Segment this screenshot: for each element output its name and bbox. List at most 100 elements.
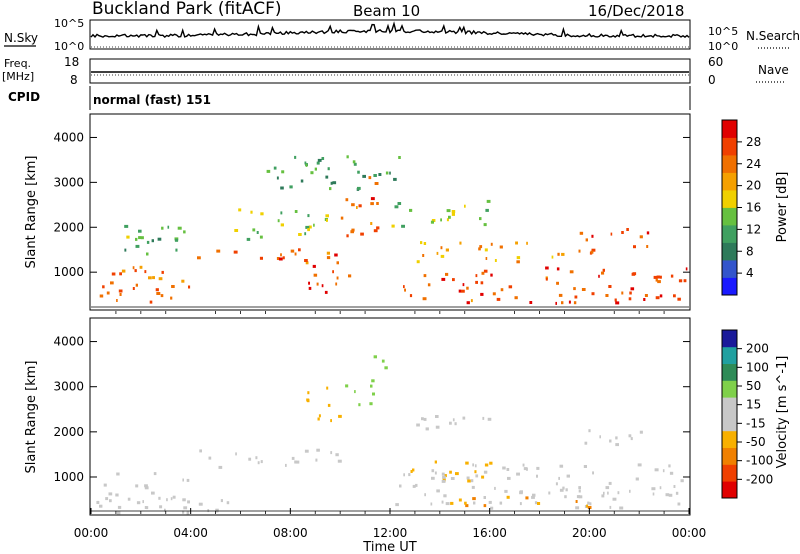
power-cell (160, 294, 164, 298)
velocity-cell (519, 491, 523, 495)
power-cell (304, 232, 307, 236)
power-cell (266, 169, 271, 173)
power-cell (332, 181, 337, 185)
power-cell (460, 289, 465, 293)
velocity-cell (436, 489, 440, 493)
power-cell (99, 294, 104, 298)
velocity-cell (103, 483, 107, 487)
power-cell (152, 276, 155, 280)
power-cell (174, 238, 179, 242)
velocity-cell (416, 423, 420, 427)
power-cell (451, 212, 455, 216)
velocity-cell (525, 496, 529, 500)
power-cell (490, 242, 493, 246)
power-cell (422, 254, 425, 257)
power-cell (280, 211, 283, 215)
power-colorbar-tick-label: 16 (746, 201, 761, 215)
power-cell (161, 226, 164, 230)
power-cell (352, 160, 356, 164)
velocity-cell (435, 425, 440, 429)
velocity-cell (566, 474, 570, 478)
power-cell (602, 268, 605, 272)
power-cell (106, 291, 110, 295)
velocity-cell (619, 506, 624, 510)
power-cell (298, 233, 302, 236)
velocity-cell (207, 509, 210, 513)
power-cell (545, 277, 548, 281)
power-colorbar-tick-label: 24 (746, 157, 761, 171)
velocity-cell (578, 486, 581, 490)
nsky-label: N.Sky (4, 31, 38, 45)
power-cell (216, 249, 221, 253)
power-cell (345, 198, 349, 202)
velocity-colorbar-swatch (722, 380, 737, 398)
velocity-cell (599, 435, 601, 439)
velocity-cell (117, 505, 122, 509)
power-cell (445, 272, 449, 276)
velocity-cell (330, 451, 333, 455)
power-colorbar-swatch (722, 155, 737, 173)
velocity-cell (450, 477, 455, 480)
velocity-colorbar-tick-label: -100 (746, 454, 773, 468)
power-colorbar: 4 8 12 16 20 24 28 (721, 119, 761, 296)
velocity-cell (652, 492, 655, 496)
power-cell (171, 285, 175, 288)
power-colorbar-swatch (722, 172, 737, 191)
velocity-cell (109, 499, 112, 503)
power-cell (110, 281, 114, 285)
velocity-cell (615, 443, 619, 447)
velocity-cell (576, 495, 581, 499)
velocity-cell (609, 439, 612, 443)
power-cell (466, 286, 469, 290)
power-cell (445, 248, 449, 252)
velocity-cell (531, 495, 535, 499)
velocity-ytick-label: 4000 (53, 335, 84, 349)
velocity-ylabel: Slant Range [km] (24, 361, 39, 474)
velocity-colorbar-swatch (722, 464, 737, 482)
power-cell (346, 155, 349, 159)
power-cell (605, 294, 609, 297)
velocity-cell (578, 489, 581, 493)
power-cell (141, 236, 144, 240)
velocity-cell (166, 498, 168, 502)
time-tick-label: 04:00 (173, 526, 208, 540)
velocity-cell (534, 501, 538, 505)
power-cell (615, 301, 620, 305)
power-cell (389, 171, 391, 175)
freq-tick-top: 18 (64, 55, 79, 69)
power-cell (573, 287, 576, 291)
power-cell (305, 225, 310, 229)
power-cell (281, 170, 285, 174)
power-cell (335, 282, 338, 286)
velocity-cell (434, 460, 437, 464)
velocity-cell (431, 476, 435, 480)
power-cell (116, 299, 118, 302)
power-cell (486, 199, 491, 203)
velocity-cell (442, 475, 446, 479)
velocity-cell (555, 482, 558, 486)
power-cell (561, 301, 564, 305)
power-cell (151, 239, 154, 243)
power-cell (158, 277, 163, 281)
power-cell (479, 245, 483, 249)
velocity-cell (153, 472, 157, 476)
velocity-cell (338, 414, 342, 418)
velocity-cell (608, 481, 612, 485)
velocity-cell (425, 427, 429, 431)
power-cell (423, 242, 427, 245)
power-cell (458, 289, 462, 293)
velocity-cell (449, 421, 452, 425)
cpid-text: normal (fast) 151 (93, 93, 211, 107)
power-ytick-label: 1000 (53, 265, 84, 279)
power-cell (336, 276, 339, 280)
power-cell (574, 295, 578, 299)
power-cell (610, 232, 613, 236)
power-cell (440, 254, 445, 258)
velocity-colorbar-swatch (722, 481, 737, 499)
power-cell (655, 278, 658, 282)
velocity-cell (317, 417, 320, 421)
velocity-cell (488, 500, 492, 504)
power-cell (346, 234, 349, 238)
station-title: Buckland Park (fitACF) (92, 0, 282, 19)
power-cell (304, 161, 307, 165)
